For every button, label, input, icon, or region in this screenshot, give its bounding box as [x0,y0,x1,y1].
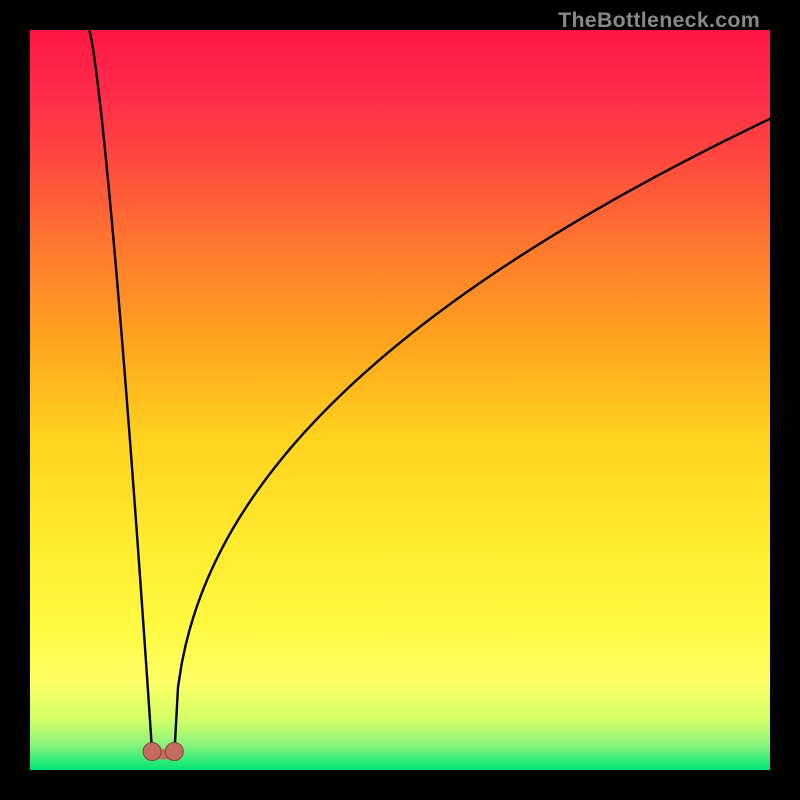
gradient-background [30,30,770,770]
chart-container: TheBottleneck.com [0,0,800,800]
optimum-marker-0 [143,743,161,761]
plot-area [30,30,770,770]
optimum-marker-1 [165,743,183,761]
bottleneck-chart [30,30,770,770]
